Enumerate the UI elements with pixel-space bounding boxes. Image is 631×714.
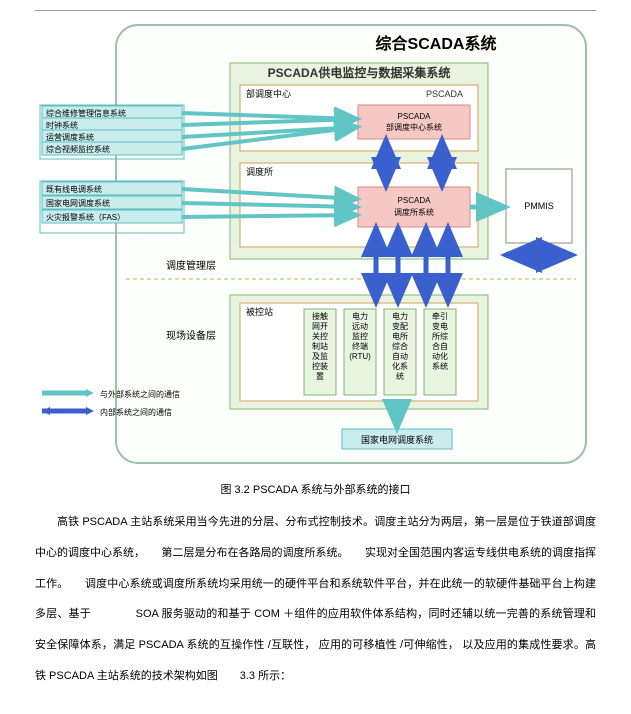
field-layer-label: 现场设备层 (166, 329, 216, 342)
pmmis-label: PMMIS (524, 201, 554, 211)
subtitle: PSCADA供电监控与数据采集系统 (267, 65, 450, 80)
dispatch-center-label: 部调度中心 (246, 88, 291, 99)
figure-caption: 图 3.2 PSCADA 系统与外部系统的接口 (35, 481, 596, 497)
sub3: 电力变配电所综合自动化系统 (392, 311, 408, 381)
ext-label: 既有线电调系统 (46, 184, 102, 194)
system-diagram: 综合SCADA系统 PSCADA供电监控与数据采集系统 部调度中心 PSCADA… (36, 19, 596, 469)
ext-label: 火灾报警系统（FAS） (46, 212, 125, 222)
ext-label: 时钟系统 (46, 120, 78, 130)
main-title: 综合SCADA系统 (375, 34, 496, 53)
pscada-label: PSCADA (426, 89, 463, 99)
office-sys-box (358, 187, 470, 227)
office-sys-l1: PSCADA (397, 196, 431, 205)
office-sys-l2: 调度所系统 (394, 207, 434, 217)
legend-ext: 与外部系统之间的通信 (100, 389, 180, 399)
bottom-ext-label: 国家电网调度系统 (360, 434, 432, 445)
dispatch-office-label: 调度所 (246, 166, 273, 177)
center-sys-l1: PSCADA (397, 112, 431, 121)
sub2: 电力远动监控终端(RTU) (349, 311, 371, 361)
sub1: 接触网开关控制站及监控装置 (312, 311, 328, 381)
legend-int: 内部系统之间的通信 (100, 407, 172, 417)
center-sys-box (358, 105, 470, 139)
center-sys-l2: 部调度中心系统 (386, 122, 442, 132)
ext-arrow (182, 215, 358, 217)
mgmt-layer-label: 调度管理层 (166, 259, 216, 272)
ext-label: 综合视频监控系统 (46, 144, 110, 154)
ext-label: 运营调度系统 (46, 132, 94, 142)
ctrl-station-label: 被控站 (246, 306, 273, 317)
ext-label: 综合维修管理信息系统 (46, 108, 126, 118)
body-paragraph: 高铁 PSCADA 主站系统采用当今先进的分层、分布式控制技术。调度主站分为两层… (35, 507, 596, 692)
top-rule (35, 10, 596, 11)
diagram-container: 综合SCADA系统 PSCADA供电监控与数据采集系统 部调度中心 PSCADA… (36, 19, 596, 469)
ext-label: 国家电网调度系统 (46, 198, 110, 208)
